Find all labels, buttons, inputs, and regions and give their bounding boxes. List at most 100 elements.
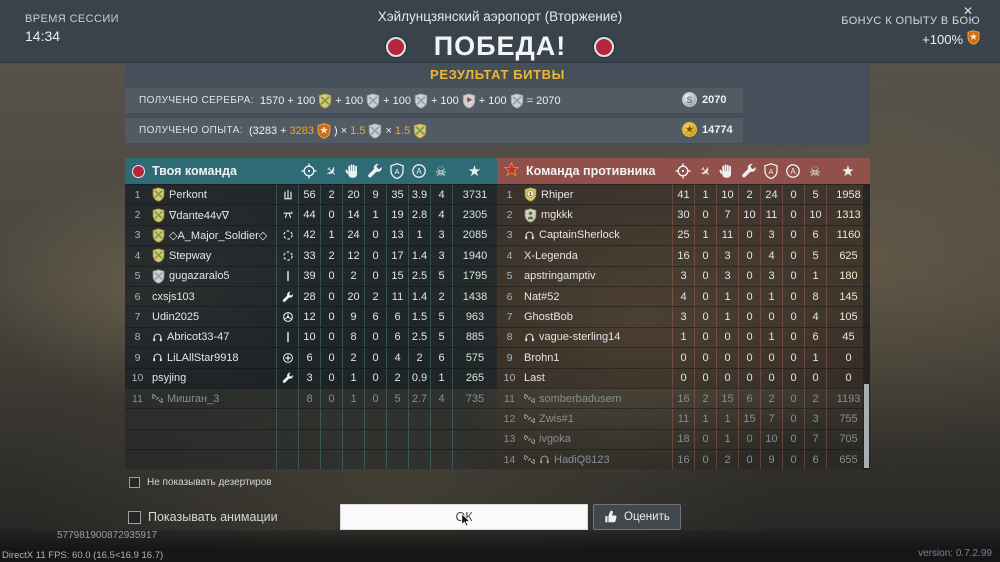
player-class [276,205,298,225]
player-rank: 10 [131,372,144,385]
player-row[interactable]: 7 GhostBob 3 0 1 0 0 0 4 105 [497,306,870,327]
player-row[interactable]: 11 Мишган_3 8 0 1 0 5 2.7 4 735 [125,387,497,409]
player-row[interactable]: 5 gugazaralo5 39 0 2 0 15 2.5 5 1795 [125,265,497,286]
hide-deserters-checkbox[interactable]: Не показывать дезертиров [129,477,272,488]
player-stat: 0 [694,266,716,286]
enemy-table-scrollbar[interactable] [863,184,870,470]
player-row[interactable]: 5 apstringamptiv 3 0 3 0 3 0 1 180 [497,265,870,286]
player-score: 180 [826,266,870,286]
player-name-text: apstringamptiv [524,270,596,283]
player-stat: 0 [782,307,804,327]
player-stat: 7 [760,409,782,429]
player-stat: 1 [716,286,738,307]
player-stat: 0 [760,368,782,388]
victory-text: ПОБЕДА! [433,31,567,61]
ally-team-marker-icon [132,164,145,178]
player-name: Мишган_3 [150,389,276,408]
player-stat: 8 [298,388,320,409]
session-time-block: ВРЕМЯ СЕССИИ 14:34 [25,13,119,44]
player-stat: 3 [298,368,320,388]
player-row[interactable]: 2 ∇dante44v∇ 44 0 14 1 19 2.8 4 2305 [125,204,497,225]
player-score: 1313 [826,205,870,225]
player-row[interactable]: 3 ◇A_Major_Soldier◇ 42 1 24 0 13 1 3 2085 [125,224,497,246]
show-animations-label: Показывать анимации [148,510,278,524]
player-row[interactable]: 6 cxsjs103 28 0 20 2 11 1.4 2 1438 [125,285,497,307]
player-row[interactable]: 14 HadiQ8123 16 0 2 0 9 0 6 655 [497,449,870,470]
player-name-text: ∇dante44v∇ [169,209,229,222]
player-class [276,185,298,205]
player-row[interactable]: 2 mgkkk 30 0 7 10 11 0 10 1313 [497,204,870,225]
player-name-text: HadiQ8123 [554,453,610,466]
checkbox-box[interactable] [128,510,141,524]
svg-text:A: A [768,167,773,176]
player-row[interactable]: 11 somberbadusern 16 2 15 6 2 0 2 1193 [497,387,870,409]
player-row[interactable]: 10 Last 0 0 0 0 0 0 0 0 [497,367,870,388]
player-row[interactable]: 3 CaptainSherlock 25 1 11 0 3 0 6 1160 [497,224,870,246]
player-rank: 8 [506,331,513,344]
player-stat: 0 [782,185,804,205]
player-stat: 0 [364,388,386,409]
disconnect-icon [524,393,535,404]
player-name: CaptainSherlock [522,226,672,245]
star-icon: ★ [467,162,482,180]
player-row[interactable]: 1 1 Rhiper 41 1 10 2 24 0 5 1958 [497,184,870,205]
player-stat: 0 [782,225,804,246]
skull-icon: ☠ [809,163,821,179]
player-stat: 1 [760,286,782,307]
player-stat: 0 [320,205,342,225]
checkbox-box[interactable] [129,477,140,488]
close-icon[interactable]: ✕ [962,4,973,18]
shield-a-icon: A [763,163,779,179]
player-row[interactable]: 9 LiLAllStar9918 6 0 2 0 4 2 6 575 [125,347,497,368]
player-name: X-Legenda [522,246,672,265]
player-stat: 0 [738,266,760,286]
player-rank: 9 [134,351,141,364]
player-stat: 11 [760,205,782,225]
player-stat: 20 [342,185,364,205]
player-rank: 6 [506,290,513,303]
column-deaths: ☠ [804,163,826,179]
player-stat: 6 [364,307,386,327]
player-stat: 0 [694,327,716,348]
empty-cell [408,409,430,429]
player-row[interactable]: 12 Zwis#1 11 1 1 15 7 0 3 755 [497,408,870,429]
player-row[interactable]: 8 vague-sterling14 1 0 0 0 1 0 6 45 [497,326,870,348]
player-stat: 0 [738,368,760,388]
player-row[interactable]: 7 Udin2025 12 0 9 6 6 1.5 5 963 [125,306,497,327]
player-stat: 9 [760,450,782,470]
shield-gold-icon [413,122,427,139]
player-rank: 13 [503,433,516,446]
player-row[interactable]: 4 Stepway 33 2 12 0 17 1.4 3 1940 [125,245,497,266]
player-stat: 0 [364,327,386,348]
player-stat: 0 [738,327,760,348]
player-row[interactable]: 4 X-Legenda 16 0 3 0 4 0 5 625 [497,245,870,266]
player-name-text: Perkont [169,188,207,201]
player-row[interactable]: 8 Abricot33-47 10 0 8 0 6 2.5 5 885 [125,326,497,348]
player-row[interactable]: 1 Perkont 56 2 20 9 35 3.9 4 3731 [125,184,497,205]
silver-earned-row: ПОЛУЧЕНО СЕРЕБРА: 1570 + 100 + 100 + 100… [125,88,743,113]
player-name: Brohn1 [522,348,672,367]
player-row[interactable]: 10 psyjing 3 0 1 0 2 0.9 1 265 [125,367,497,388]
player-stat: 1 [408,225,430,246]
player-rank: 1 [134,188,141,201]
svg-text:A: A [416,167,422,176]
player-row[interactable]: 6 Nat#52 4 0 1 0 1 0 8 145 [497,285,870,307]
player-name: GhostBob [522,307,672,326]
player-name: HadiQ8123 [522,450,672,469]
column-assists [716,163,738,179]
ok-button[interactable]: ОК [340,504,588,530]
shield-soldier-icon [524,207,537,223]
player-row[interactable]: 9 Brohn1 0 0 0 0 0 0 1 0 [497,347,870,368]
player-stat: 0 [738,450,760,470]
player-rank: 9 [506,351,513,364]
player-name-text: Zwis#1 [539,412,574,425]
scrollbar-thumb[interactable] [864,384,869,468]
show-animations-checkbox[interactable]: Показывать анимации [128,510,278,524]
empty-cell [276,450,298,470]
player-stat: 0 [320,327,342,348]
player-row[interactable]: 13 ivgoka 18 0 1 0 10 0 7 705 [497,428,870,450]
rate-button[interactable]: Оценить [593,504,681,530]
hand-icon [719,163,735,179]
mg-icon [282,209,294,221]
